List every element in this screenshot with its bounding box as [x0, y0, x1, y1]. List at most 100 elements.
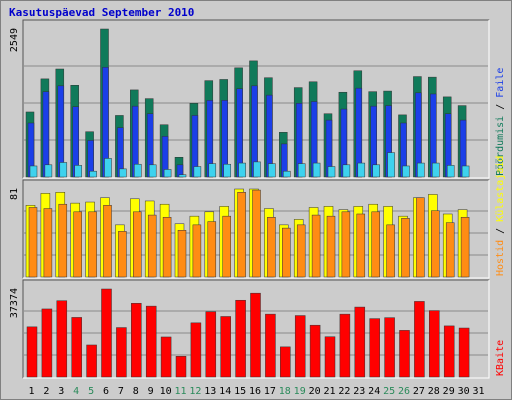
panel-mid: 81: [9, 179, 490, 279]
bar-hostid-day-21: [326, 215, 336, 278]
y-max-label: 81: [9, 188, 20, 200]
panel-edge: [22, 19, 489, 178]
bar-hostid-day-29: [445, 222, 455, 278]
bar-kbaite-day-26: [399, 330, 410, 378]
bar-hostid-day-27: [416, 197, 425, 278]
bar-kbaite-day-8: [131, 303, 142, 378]
bar-hostid-day-2: [43, 208, 53, 278]
bar-kbaite-day-25: [384, 317, 395, 378]
bar-külastajaid-day-5: [89, 170, 97, 178]
bar-hostid-day-6: [103, 205, 112, 278]
x-tick-label: 2: [43, 386, 49, 397]
x-tick-label: 14: [219, 386, 231, 397]
bar-hostid-day-28: [431, 210, 440, 278]
y-max-label: 2549: [9, 28, 20, 52]
x-tick-label: 27: [413, 386, 425, 397]
bar-kbaite-day-5: [86, 344, 97, 378]
bar-kbaite-day-18: [280, 346, 291, 378]
x-tick-label: 19: [294, 386, 306, 397]
x-tick-label: 31: [472, 386, 484, 397]
x-tick-label: 16: [249, 386, 261, 397]
bar-hostid-day-14: [222, 215, 231, 278]
bar-kbaite-day-13: [205, 311, 217, 378]
bar-hostid-day-11: [177, 230, 187, 278]
y-max-label: 37374: [9, 288, 20, 318]
bar-hostid-day-30: [460, 216, 470, 278]
bar-külastajaid-day-25: [387, 152, 395, 178]
bar-hostid-day-15: [237, 192, 246, 278]
legend-item-külastajaid: Külastajaid: [495, 156, 506, 222]
chart-title: Kasutuspäevad September 2010: [9, 6, 194, 19]
bar-külastajaid-day-27: [417, 162, 425, 178]
x-tick-label: 17: [264, 386, 276, 397]
bar-külastajaid-day-7: [119, 168, 127, 178]
bar-külastajaid-day-23: [357, 162, 366, 178]
x-tick-label: 5: [88, 386, 94, 397]
bar-külastajaid-day-15: [238, 162, 246, 178]
bar-hostid-day-19: [296, 224, 306, 278]
bar-hostid-day-7: [118, 231, 127, 278]
legend-separator: /: [495, 222, 506, 240]
panel-bottom: 37374: [9, 279, 490, 379]
bar-külastajaid-day-30: [461, 165, 470, 178]
bar-külastajaid-day-11: [178, 174, 187, 178]
bar-hostid-day-13: [207, 221, 217, 278]
bar-kbaite-day-6: [101, 288, 112, 378]
legend-top: Pöördumisi / Faile: [495, 68, 506, 176]
x-tick-label: 28: [428, 386, 440, 397]
bar-hostid-day-16: [252, 189, 261, 278]
bar-külastajaid-day-21: [327, 166, 336, 178]
bar-hostid-day-24: [371, 211, 380, 278]
bar-külastajaid-day-19: [297, 163, 306, 178]
bar-hostid-day-1: [28, 207, 38, 278]
bar-kbaite-day-11: [175, 356, 187, 378]
bar-kbaite-day-15: [235, 299, 246, 378]
x-tick-label: 21: [323, 386, 335, 397]
bar-külastajaid-day-14: [223, 163, 231, 178]
bar-külastajaid-day-12: [193, 166, 202, 178]
panel-edge: [23, 20, 490, 179]
bar-kbaite-day-2: [41, 308, 53, 378]
bar-hostid-day-26: [401, 218, 410, 278]
bar-külastajaid-day-13: [208, 163, 217, 178]
bar-hostid-day-25: [386, 224, 395, 278]
legend-item-kbaite: KBaite: [495, 340, 506, 376]
bar-kbaite-day-23: [354, 306, 366, 378]
bar-kbaite-day-14: [220, 316, 231, 378]
bar-külastajaid-day-1: [29, 165, 38, 178]
x-tick-label: 11: [174, 386, 186, 397]
bar-hostid-day-5: [88, 211, 97, 278]
bar-kbaite-day-1: [26, 326, 38, 378]
bar-hostid-day-22: [341, 211, 351, 278]
x-tick-label: 15: [234, 386, 246, 397]
x-tick-label: 26: [398, 386, 410, 397]
bar-hostid-day-18: [282, 227, 291, 278]
bar-kbaite-day-29: [443, 325, 455, 378]
bar-kbaite-day-7: [116, 327, 127, 378]
bar-külastajaid-day-4: [74, 165, 82, 178]
legend-mid: Hostid / Külastajaid: [495, 156, 506, 276]
bar-kbaite-day-20: [309, 324, 321, 378]
x-tick-label: 29: [443, 386, 455, 397]
bar-külastajaid-day-24: [372, 164, 380, 178]
x-tick-label: 24: [368, 386, 380, 397]
x-tick-label: 12: [189, 386, 201, 397]
panel-edge: [23, 280, 490, 379]
bar-kbaite-day-22: [339, 313, 351, 378]
bar-külastajaid-day-8: [134, 163, 142, 178]
bar-külastajaid-day-3: [59, 162, 68, 178]
x-tick-label: 3: [58, 386, 64, 397]
bar-külastajaid-day-29: [446, 165, 455, 178]
bar-hostid-day-20: [311, 214, 321, 278]
x-tick-label: 7: [118, 386, 124, 397]
x-tick-label: 25: [383, 386, 395, 397]
bar-kbaite-day-21: [324, 336, 336, 378]
bar-hostid-day-12: [192, 224, 202, 278]
x-tick-label: 23: [353, 386, 365, 397]
x-tick-label: 8: [133, 386, 139, 397]
bar-hostid-day-9: [147, 214, 157, 278]
bar-kbaite-day-10: [160, 336, 172, 378]
bar-kbaite-day-16: [250, 292, 261, 378]
